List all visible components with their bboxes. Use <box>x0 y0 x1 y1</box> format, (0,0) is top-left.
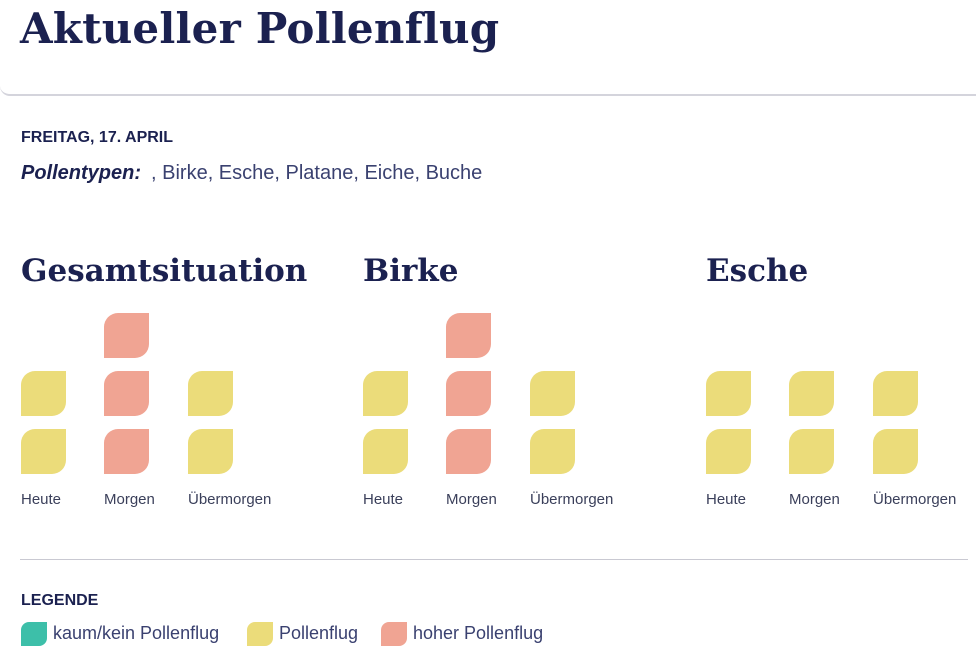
pollen-tile-pollen <box>21 429 66 474</box>
pollen-tile-pollen <box>873 371 918 416</box>
section-title-birke: Birke <box>363 253 459 289</box>
pollen-tile-pollen <box>706 371 751 416</box>
pollen-tile-high <box>446 371 491 416</box>
day-label-uebermorgen: Übermorgen <box>873 491 957 508</box>
day-label-morgen: Morgen <box>446 491 497 508</box>
day-label-uebermorgen: Übermorgen <box>530 491 614 508</box>
pollen-tile-high <box>104 429 149 474</box>
legend-swatch-none <box>21 622 47 646</box>
pollen-tile-pollen <box>188 371 233 416</box>
pollen-types-label: Pollentypen: <box>21 162 142 184</box>
legend-label-pollen: Pollenflug <box>279 623 359 643</box>
legend-swatch-pollen <box>247 622 273 646</box>
pollen-types-value: , Birke, Esche, Platane, Eiche, Buche <box>151 162 483 184</box>
legend-label-high: hoher Pollenflug <box>413 623 544 643</box>
day-label-heute: Heute <box>706 491 747 508</box>
pollen-tile-pollen <box>530 371 575 416</box>
day-label-morgen: Morgen <box>104 491 155 508</box>
pollen-tile-high <box>104 371 149 416</box>
day-label-morgen: Morgen <box>789 491 840 508</box>
pollen-tile-pollen <box>789 429 834 474</box>
pollen-tile-pollen <box>188 429 233 474</box>
page-title: Aktueller Pollenflug <box>20 4 500 53</box>
pollen-tile-high <box>104 313 149 358</box>
page-header: Aktueller Pollenflug <box>0 0 976 96</box>
divider <box>20 559 968 560</box>
day-label-heute: Heute <box>363 491 404 508</box>
day-label-uebermorgen: Übermorgen <box>188 491 272 508</box>
pollen-tile-pollen <box>363 429 408 474</box>
pollen-tile-pollen <box>706 429 751 474</box>
pollen-tile-pollen <box>873 429 918 474</box>
day-label-heute: Heute <box>21 491 62 508</box>
pollen-tile-high <box>446 313 491 358</box>
section-title-esche: Esche <box>706 253 809 289</box>
pollen-tile-high <box>446 429 491 474</box>
pollen-types: Pollentypen: , Birke, Esche, Platane, Eic… <box>21 162 482 185</box>
legend-label-none: kaum/kein Pollenflug <box>53 623 220 643</box>
pollen-tile-pollen <box>363 371 408 416</box>
legend-swatch-high <box>381 622 407 646</box>
forecast-date: FREITAG, 17. APRIL <box>21 129 174 146</box>
pollen-tile-pollen <box>530 429 575 474</box>
legend-title: LEGENDE <box>21 592 99 609</box>
section-title-gesamtsituation: Gesamtsituation <box>21 253 308 289</box>
pollen-tile-pollen <box>21 371 66 416</box>
pollen-tile-pollen <box>789 371 834 416</box>
